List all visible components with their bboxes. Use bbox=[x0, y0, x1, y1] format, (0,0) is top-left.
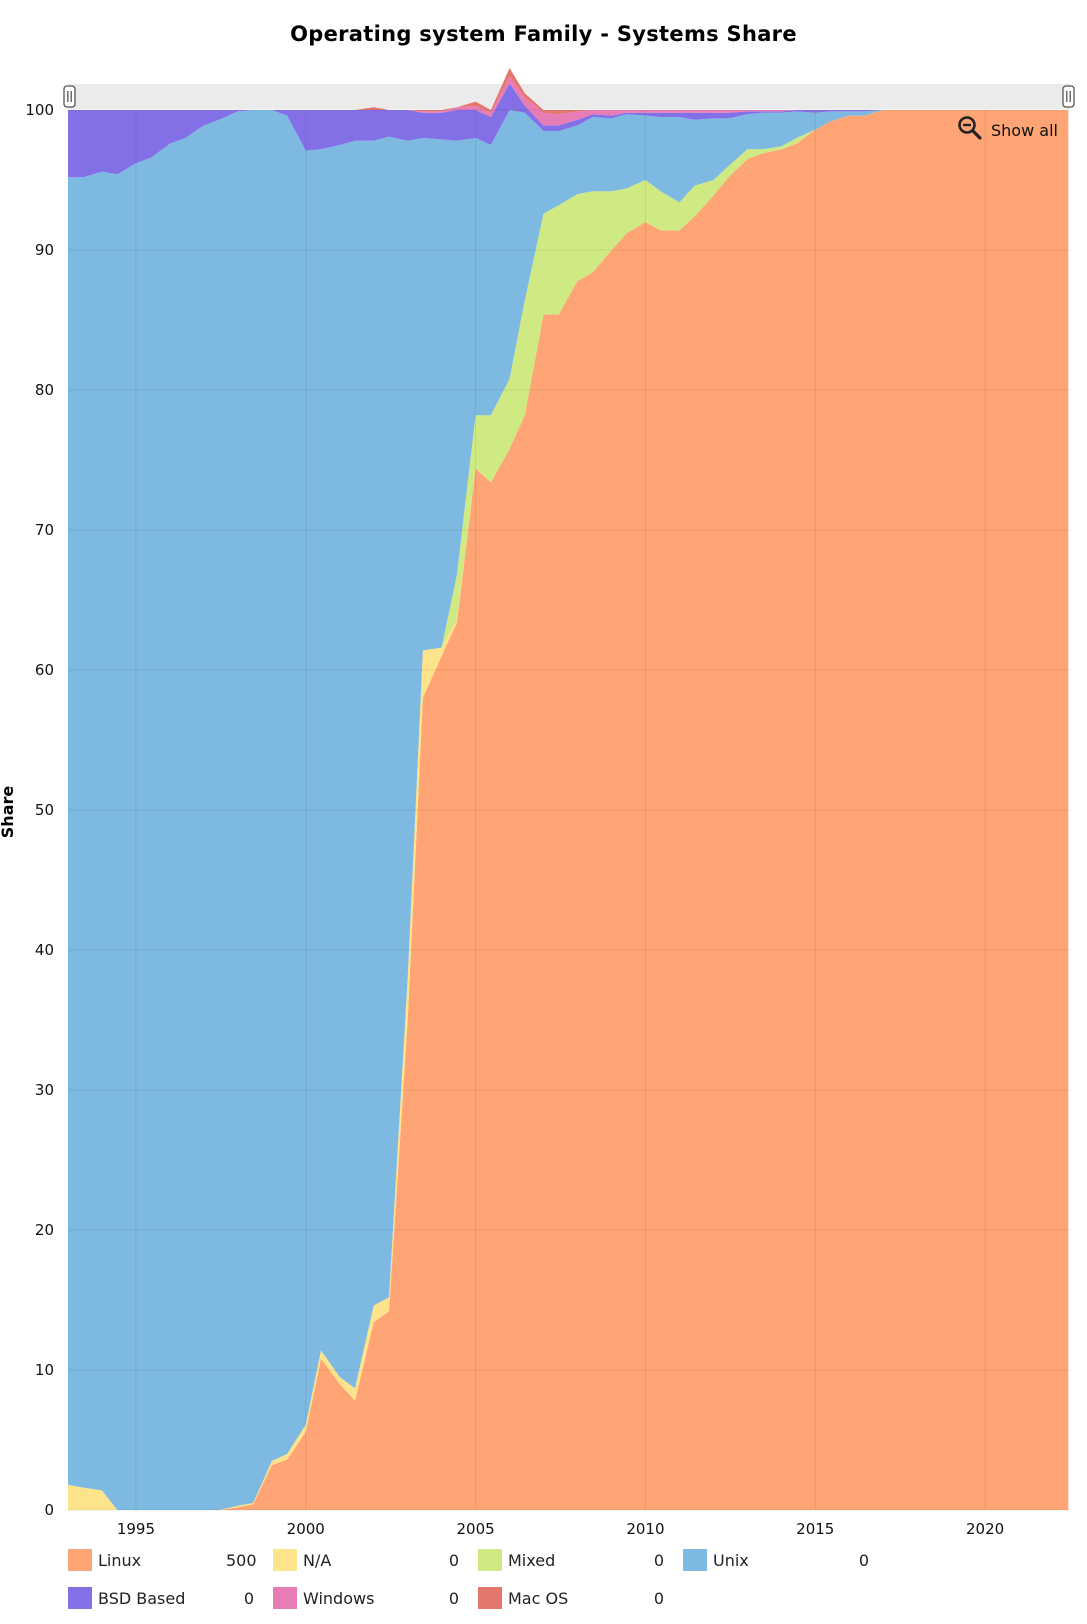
y-tick-label: 0 bbox=[44, 1501, 54, 1519]
x-tick-label: 2000 bbox=[287, 1520, 325, 1538]
legend-value: 0 bbox=[448, 1588, 459, 1608]
legend-value: 0 bbox=[858, 1550, 869, 1570]
legend-label: Mac OS bbox=[508, 1588, 569, 1608]
legend-item[interactable]: BSD Based 0 bbox=[68, 1585, 254, 1611]
x-tick-label: 2005 bbox=[456, 1520, 494, 1538]
y-axis-title: Share bbox=[0, 786, 17, 839]
chart-title: Operating system Family - Systems Share bbox=[290, 22, 797, 46]
legend-value: 500 bbox=[226, 1550, 257, 1570]
y-tick-label: 90 bbox=[35, 241, 54, 259]
legend-item[interactable]: Unix 0 bbox=[683, 1547, 869, 1573]
series-area-linux[interactable] bbox=[68, 110, 1069, 1510]
y-tick-label: 10 bbox=[35, 1361, 54, 1379]
x-tick-label: 2020 bbox=[966, 1520, 1004, 1538]
legend: Linux 500 N/A 0 Mixed 0 Unix 0 BSD Based 0 Windows… bbox=[68, 1547, 1068, 1623]
legend-swatch bbox=[273, 1549, 297, 1571]
legend-swatch bbox=[683, 1549, 707, 1571]
legend-swatch bbox=[68, 1549, 92, 1571]
series-area-windows[interactable] bbox=[68, 76, 1069, 126]
show-all-label: Show all bbox=[991, 120, 1058, 140]
legend-label: N/A bbox=[303, 1550, 332, 1570]
scrollbar-right-grip[interactable] bbox=[1062, 85, 1075, 108]
scrollbar-left-grip[interactable] bbox=[63, 85, 76, 108]
legend-swatch bbox=[478, 1549, 502, 1571]
y-tick-label: 70 bbox=[35, 521, 54, 539]
zoom-out-icon bbox=[957, 115, 983, 145]
scrollbar-track[interactable] bbox=[68, 84, 1070, 109]
legend-label: Mixed bbox=[508, 1550, 556, 1570]
legend-item[interactable]: Linux 500 bbox=[68, 1547, 257, 1573]
legend-label: BSD Based bbox=[98, 1588, 186, 1608]
legend-swatch bbox=[273, 1587, 297, 1609]
legend-item[interactable]: Windows 0 bbox=[273, 1585, 459, 1611]
x-tick-label: 2010 bbox=[626, 1520, 664, 1538]
x-tick-label: 1995 bbox=[117, 1520, 155, 1538]
y-tick-label: 100 bbox=[25, 101, 54, 119]
legend-label: Windows bbox=[303, 1588, 375, 1608]
legend-value: 0 bbox=[653, 1588, 664, 1608]
y-tick-label: 80 bbox=[35, 381, 54, 399]
y-tick-label: 30 bbox=[35, 1081, 54, 1099]
legend-value: 0 bbox=[243, 1588, 254, 1608]
legend-swatch bbox=[478, 1587, 502, 1609]
legend-label: Unix bbox=[713, 1550, 749, 1570]
legend-value: 0 bbox=[653, 1550, 664, 1570]
x-tick-label: 2015 bbox=[796, 1520, 834, 1538]
y-tick-label: 60 bbox=[35, 661, 54, 679]
y-tick-label: 20 bbox=[35, 1221, 54, 1239]
series-area-unix[interactable] bbox=[68, 110, 1069, 1510]
show-all-button[interactable]: Show all bbox=[957, 116, 1058, 144]
legend-label: Linux bbox=[98, 1550, 142, 1570]
legend-item[interactable]: Mixed 0 bbox=[478, 1547, 664, 1573]
legend-item[interactable]: N/A 0 bbox=[273, 1547, 459, 1573]
y-tick-label: 40 bbox=[35, 941, 54, 959]
legend-value: 0 bbox=[448, 1550, 459, 1570]
y-tick-label: 50 bbox=[35, 801, 54, 819]
legend-swatch bbox=[68, 1587, 92, 1609]
legend-item[interactable]: Mac OS 0 bbox=[478, 1585, 664, 1611]
